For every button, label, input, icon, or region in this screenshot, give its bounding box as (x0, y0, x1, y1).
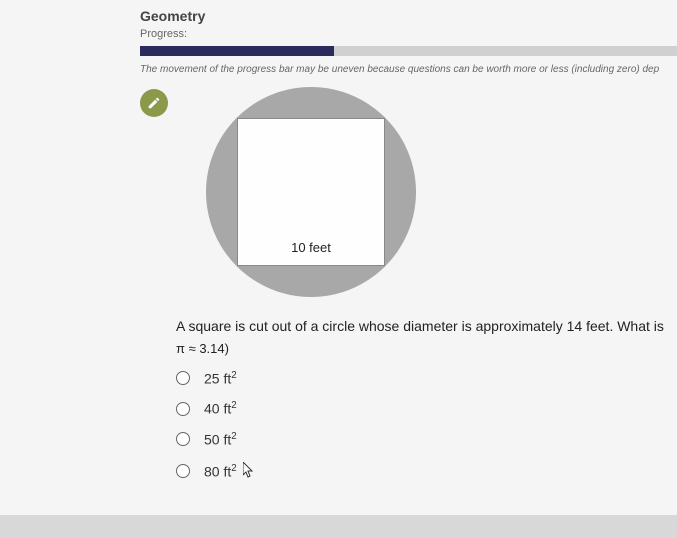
pi-note: π ≈ 3.14) (176, 341, 677, 356)
option-d[interactable]: 80 ft2 (176, 462, 677, 481)
question-area: 10 feet A square is cut out of a circle … (176, 87, 677, 495)
pencil-icon (147, 96, 161, 110)
question-text: A square is cut out of a circle whose di… (176, 317, 677, 337)
option-c[interactable]: 50 ft2 (176, 431, 677, 448)
quiz-page: Geometry Progress: The movement of the p… (0, 0, 677, 515)
option-a[interactable]: 25 ft2 (176, 370, 677, 387)
pencil-button[interactable] (140, 89, 168, 117)
progress-fill (140, 46, 334, 56)
progress-hint: The movement of the progress bar may be … (140, 64, 677, 75)
option-label: 40 ft2 (204, 400, 237, 417)
option-label: 50 ft2 (204, 431, 237, 448)
square-side-label: 10 feet (291, 240, 331, 255)
radio-icon (176, 402, 190, 416)
answer-options: 25 ft2 40 ft2 50 ft2 80 ft2 (176, 370, 677, 481)
cursor-icon (243, 462, 255, 481)
progress-bar (140, 46, 677, 56)
option-b[interactable]: 40 ft2 (176, 400, 677, 417)
radio-icon (176, 464, 190, 478)
header: Geometry Progress: The movement of the p… (140, 0, 677, 81)
progress-label: Progress: (140, 28, 677, 40)
radio-icon (176, 432, 190, 446)
option-label: 25 ft2 (204, 370, 237, 387)
geometry-diagram: 10 feet (206, 87, 416, 297)
option-label: 80 ft2 (204, 463, 237, 480)
diagram-square: 10 feet (237, 118, 385, 266)
content-row: 10 feet A square is cut out of a circle … (140, 87, 677, 495)
radio-icon (176, 371, 190, 385)
toolbar (140, 87, 176, 495)
page-title: Geometry (140, 8, 677, 24)
